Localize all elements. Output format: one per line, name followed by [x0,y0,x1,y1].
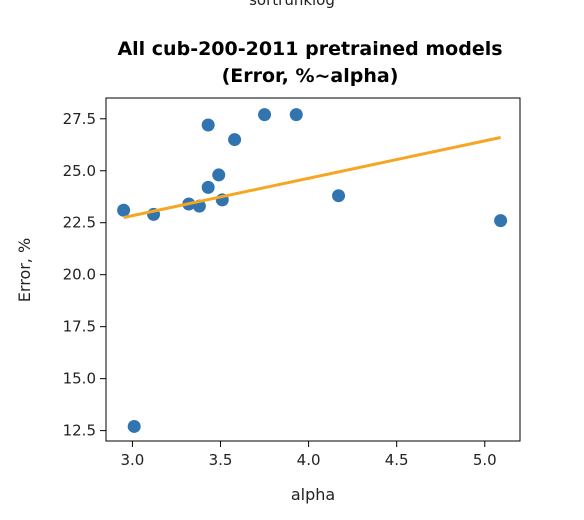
y-tick-label: 22.5 [63,214,96,232]
x-tick-label: 5.0 [473,451,497,469]
x-tick-label: 4.0 [297,451,321,469]
x-tick-label: 4.5 [385,451,409,469]
data-point [258,108,272,122]
y-tick-label: 27.5 [63,110,96,128]
data-point [228,133,242,147]
data-point [212,168,226,182]
y-tick-label: 20.0 [63,266,96,284]
chart-title: All cub-200-2011 pretrained models [117,38,502,60]
y-tick-label: 25.0 [63,162,96,180]
y-axis-label: Error, % [15,238,34,302]
x-axis-label: alpha [291,485,335,504]
data-point [127,419,141,433]
data-point [117,203,131,217]
y-tick-label: 15.0 [63,370,96,388]
data-point [289,108,303,122]
data-point [332,189,346,203]
data-point [201,180,215,194]
cut-off-label: sortrunklog [249,0,335,9]
plot-frame [105,97,521,442]
y-tick-label: 12.5 [63,422,96,440]
data-point [494,214,508,228]
y-tick-label: 17.5 [63,318,96,336]
data-point [201,118,215,132]
chart-subtitle: (Error, %~alpha) [222,65,399,87]
regression-line [123,136,501,219]
x-tick-label: 3.5 [209,451,233,469]
x-tick-label: 3.0 [120,451,144,469]
